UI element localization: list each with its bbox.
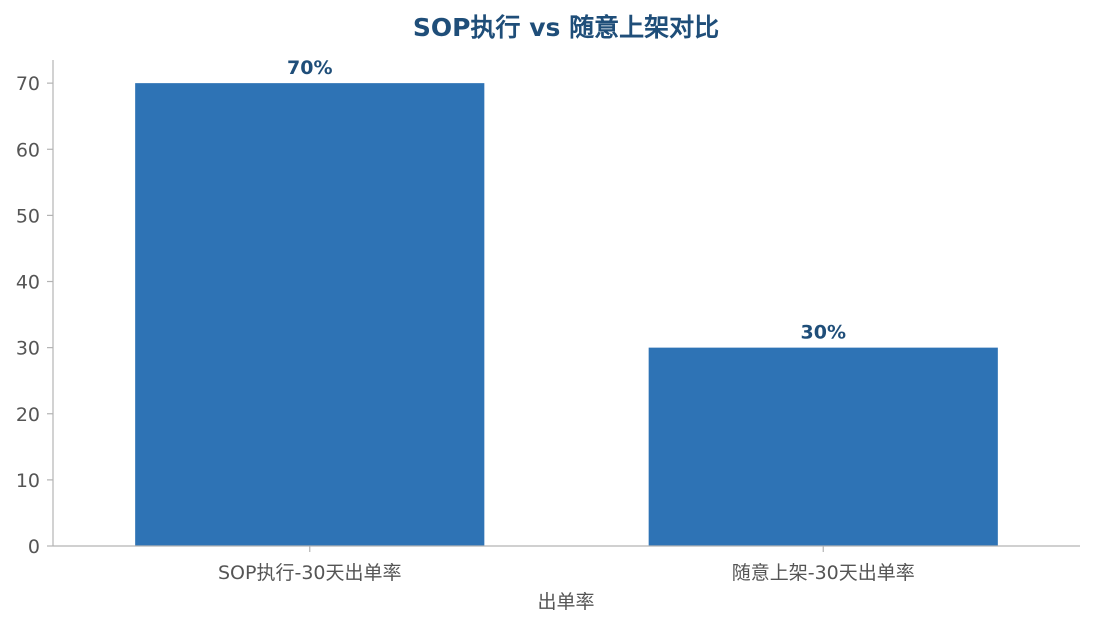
y-tick-label-5: 50: [16, 205, 40, 227]
bar-0: [135, 83, 485, 546]
y-tick-label-4: 40: [16, 272, 40, 294]
value-labels-layer: 70% 30%: [287, 57, 846, 343]
y-tick-label-1: 10: [16, 470, 40, 492]
y-axis: 0 10 20 30 40 50 60 70: [16, 60, 54, 558]
x-axis-label: 出单率: [537, 591, 594, 613]
x-axis: SOP执行-30天出单率 随意上架-30天出单率: [53, 545, 1080, 584]
y-tick-label-2: 20: [16, 404, 40, 426]
chart-title: SOP执行 vs 随意上架对比: [413, 13, 719, 42]
bar-value-label-1: 30%: [801, 322, 846, 344]
bars-layer: [135, 83, 998, 546]
y-tick-label-3: 30: [16, 338, 40, 360]
x-tick-label-1: 随意上架-30天出单率: [732, 562, 915, 584]
x-tick-label-0: SOP执行-30天出单率: [218, 562, 402, 584]
y-tick-label-0: 0: [28, 536, 40, 558]
y-tick-label-7: 70: [16, 73, 40, 95]
y-tick-label-6: 60: [16, 139, 40, 161]
bar-value-label-0: 70%: [287, 57, 332, 79]
bar-1: [648, 347, 998, 546]
